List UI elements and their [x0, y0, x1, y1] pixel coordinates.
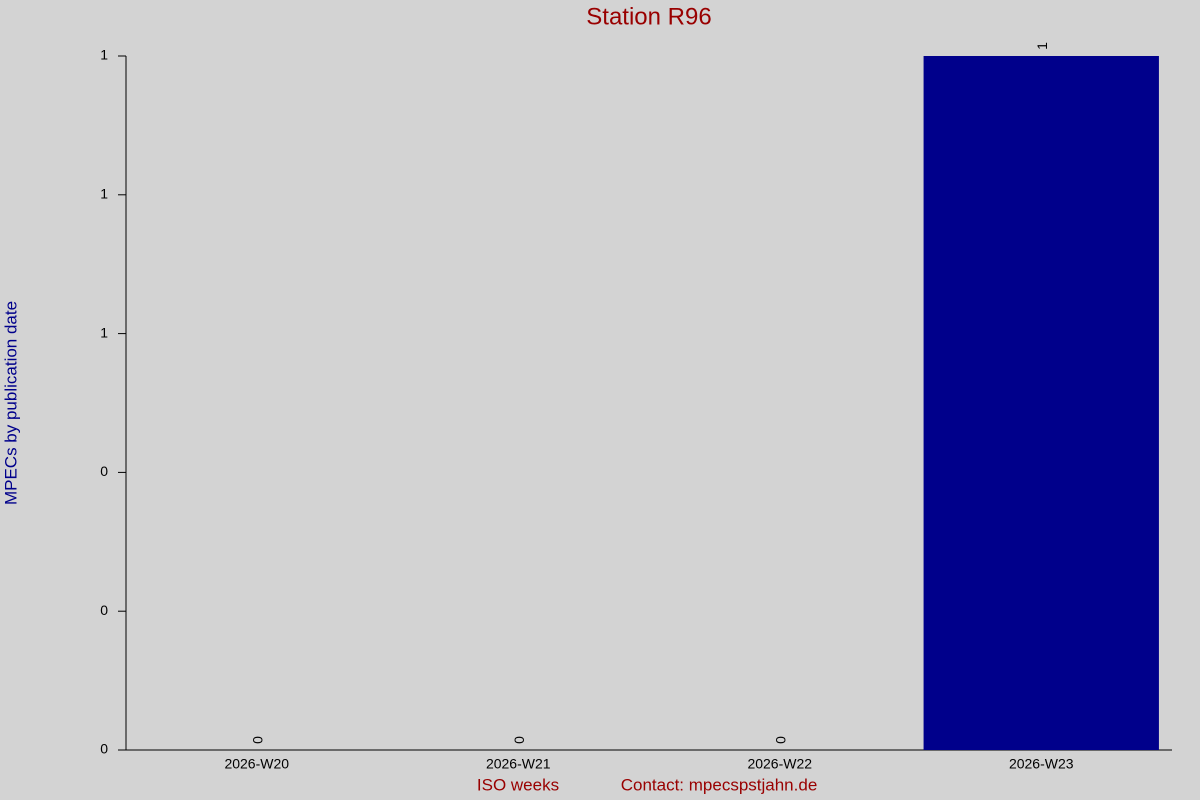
value-label: 0 [772, 736, 788, 744]
y-tick-label: 1 [100, 324, 108, 340]
x-tick-label: 2026-W21 [486, 756, 551, 772]
y-axis-label: MPECs by publication date [1, 301, 20, 505]
chart-title: Station R96 [586, 3, 711, 30]
y-tick-label: 0 [100, 463, 108, 479]
value-label: 0 [511, 736, 527, 744]
y-tick-label: 1 [100, 186, 108, 202]
bar [923, 56, 1159, 750]
x-axis-label: ISO weeks [477, 775, 559, 794]
value-label: 1 [1034, 42, 1050, 50]
footer: Contact: mpecspstjahn.de [621, 775, 818, 794]
x-tick-label: 2026-W22 [747, 756, 812, 772]
x-tick-label: 2026-W20 [224, 756, 289, 772]
y-tick-label: 0 [100, 602, 108, 618]
y-tick-label: 1 [100, 47, 108, 63]
x-tick-label: 2026-W23 [1009, 756, 1074, 772]
y-tick-label: 0 [100, 741, 108, 757]
value-label: 0 [249, 736, 265, 744]
